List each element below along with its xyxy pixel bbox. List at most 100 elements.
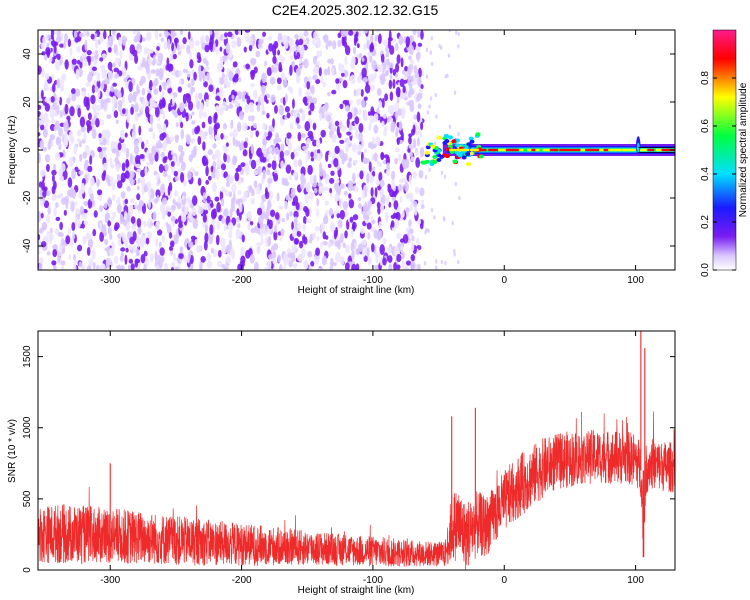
spectrogram-noise-cell [41, 51, 46, 56]
spectrogram-signal-cell [661, 148, 670, 152]
spectrogram-noise-cell [289, 64, 293, 76]
spectrogram-noise-cell [391, 179, 395, 185]
spectrogram-noise-cell [116, 180, 123, 189]
spectrogram-noise-cell [273, 173, 279, 182]
spectrogram-noise-cell [286, 112, 291, 119]
spectrogram-noise-cell [413, 114, 418, 120]
spectrogram-noise-cell [161, 97, 166, 107]
spectrogram-noise-cell [53, 180, 57, 190]
spectrogram-noise-cell [71, 168, 76, 180]
chart-title: C2E4.2025.302.12.32.G15 [272, 2, 439, 18]
spectrogram-noise-cell [175, 136, 179, 144]
spectrogram-noise-cell [260, 237, 264, 245]
spectrogram-noise-cell [235, 167, 239, 173]
spectrogram-noise-cell [74, 216, 78, 226]
spectrogram-noise-cell [306, 80, 311, 90]
spectrogram-noise-cell [101, 53, 107, 60]
spectrogram-noise-cell [272, 259, 277, 265]
spectrogram-noise-cell [363, 148, 368, 153]
spectrogram-noise-cell [105, 88, 111, 97]
spectrogram-noise-cell [361, 138, 365, 149]
spectrogram-noise-cell [59, 96, 63, 106]
spectrogram-noise-cell [103, 30, 107, 40]
snr-x-tick-label: -300 [100, 575, 120, 586]
spectrogram-noise-cell [82, 235, 87, 245]
spectrogram-noise-cell [368, 200, 372, 208]
spectrogram-noise-cell [140, 176, 146, 188]
spectrogram-noise-cell [396, 137, 400, 145]
spectrogram-noise-cell [320, 129, 326, 138]
spectrogram-noise-cell [264, 266, 269, 270]
spectrogram-noise-cell [103, 202, 108, 209]
spectrogram-noise-cell [353, 89, 357, 97]
spectrogram-noise-cell [378, 221, 382, 229]
spectrogram-noise-cell [59, 192, 64, 198]
spectrogram-noise-cell [408, 64, 414, 71]
spectrogram-noise-cell [141, 141, 145, 150]
spectrogram-noise-cell [385, 155, 391, 166]
spectrogram-noise-cell [156, 229, 163, 236]
spectrogram-noise-cell [315, 247, 321, 256]
spectrogram-noise-cell [225, 142, 229, 147]
spectrogram-noise-cell [406, 101, 411, 106]
spectrogram-noise-cell [81, 138, 86, 144]
spectrogram-noise-cell [400, 57, 404, 68]
spectrogram-noise-cell [60, 237, 65, 247]
spectrogram-noise-cell [295, 117, 300, 124]
spectrogram-noise-cell [256, 242, 262, 247]
snr-y-tick-label: 500 [22, 490, 33, 507]
spectrogram-noise-cell [38, 211, 42, 222]
spectrogram-noise-cell [102, 137, 107, 146]
spectrogram-noise-cell [209, 224, 214, 235]
spectrogram-noise-cell [38, 249, 41, 255]
spectrogram-noise-cell [161, 197, 168, 205]
spectrogram-noise-cell [46, 49, 51, 55]
snr-y-tick-label: 1500 [22, 345, 33, 368]
spectrogram-noise-cell [376, 88, 382, 96]
spectrogram-noise-cell [201, 121, 206, 129]
spectrogram-noise-cell [416, 111, 421, 123]
spectrogram-noise-cell [221, 101, 227, 111]
spectrogram-noise-cell [180, 150, 185, 157]
spectrogram-noise-cell [309, 102, 315, 112]
spectrogram-noise-cell [79, 153, 83, 162]
spectrogram-noise-cell [170, 160, 175, 167]
spectrogram-noise-cell [72, 234, 76, 240]
spectrogram-noise-cell [293, 216, 298, 227]
spectrogram-noise-cell [245, 249, 251, 259]
spectrogram-noise-cell [140, 253, 146, 264]
spectrogram-noise-cell [223, 135, 228, 140]
spectrogram-noise-cell [380, 188, 384, 197]
spectrogram-noise-cell [303, 30, 309, 37]
spectrogram-noise-cell [132, 49, 138, 57]
spectrogram-signal-cell [461, 148, 470, 152]
spectrogram-noise-cell [190, 78, 195, 86]
spectrogram-noise-cell [104, 238, 109, 246]
spectrogram-noise-cell [38, 261, 43, 270]
spectrogram-noise-cell [223, 208, 229, 217]
spectrogram-noise-cell [101, 80, 107, 85]
spectrogram-y-tick-label: 0 [22, 147, 33, 153]
spectrogram-noise-cell [261, 140, 268, 145]
spectrogram-noise-cell [252, 122, 258, 129]
spectrogram-noise-cell [169, 63, 174, 72]
spectrogram-noise-cell [188, 50, 193, 61]
spectrogram-noise-cell [320, 76, 324, 85]
spectrogram-noise-cell [292, 98, 295, 109]
spectrogram-noise-cell [354, 242, 358, 248]
spectrogram-noise-cell [179, 102, 185, 112]
spectrogram-noise-cell [310, 157, 315, 162]
spectrogram-noise-cell [97, 146, 103, 153]
spectrogram-noise-cell [209, 202, 214, 208]
spectrogram-noise-cell [152, 132, 156, 140]
spectrogram-noise-cell [405, 207, 410, 213]
spectrogram-noise-cell [339, 198, 343, 209]
spectrogram-noise-cell [125, 247, 129, 253]
spectrogram-noise-cell [136, 185, 140, 191]
spectrogram-noise-cell [242, 194, 248, 202]
spectrogram-noise-cell [395, 147, 400, 153]
spectrogram-y-tick-label: 40 [22, 48, 33, 60]
spectrogram-signal-cell [452, 159, 458, 164]
spectrogram-noise-cell [312, 74, 318, 81]
spectrogram-noise-cell [98, 133, 102, 138]
